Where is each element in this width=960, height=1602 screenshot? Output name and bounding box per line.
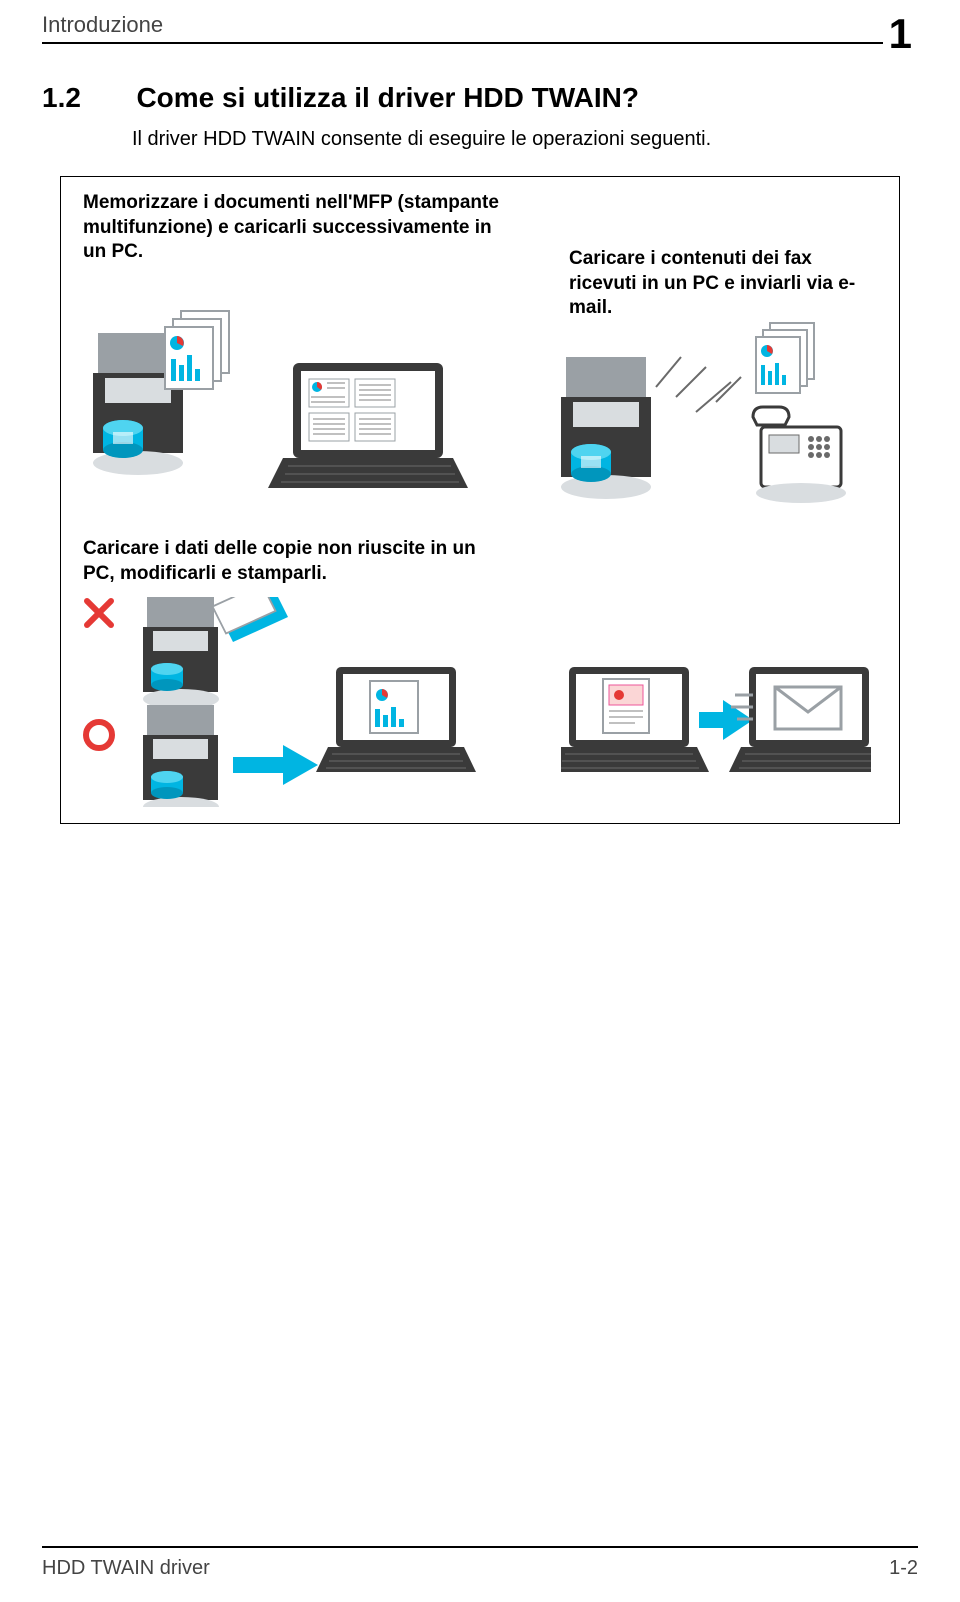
illustration-email-send bbox=[561, 537, 871, 817]
page-header-title: Introduzione bbox=[42, 12, 163, 38]
section-number: 1.2 bbox=[42, 82, 132, 114]
circle-mark-icon bbox=[86, 722, 112, 748]
illustration-store-docs bbox=[83, 303, 483, 513]
content-panel: Memorizzare i documenti nell'MFP (stampa… bbox=[60, 176, 900, 824]
illustration-failed-copies bbox=[83, 597, 483, 807]
section-title: Come si utilizza il driver HDD TWAIN? bbox=[136, 82, 639, 114]
caption-fax-email: Caricare i contenuti dei fax ricevuti in… bbox=[569, 247, 869, 321]
illustration-fax bbox=[561, 317, 871, 517]
caption-store-docs: Memorizzare i documenti nell'MFP (stampa… bbox=[83, 191, 503, 265]
x-mark-icon bbox=[87, 601, 111, 625]
footer-title: HDD TWAIN driver bbox=[42, 1557, 210, 1580]
footer-page: 1-2 bbox=[889, 1557, 918, 1580]
footer-rule bbox=[42, 1546, 918, 1548]
chapter-number: 1 bbox=[883, 10, 918, 58]
section-intro: Il driver HDD TWAIN consente di eseguire… bbox=[132, 128, 900, 151]
header-rule bbox=[42, 42, 918, 44]
caption-failed-copies: Caricare i dati delle copie non riuscite… bbox=[83, 537, 503, 586]
section-heading: 1.2 Come si utilizza il driver HDD TWAIN… bbox=[42, 82, 918, 114]
